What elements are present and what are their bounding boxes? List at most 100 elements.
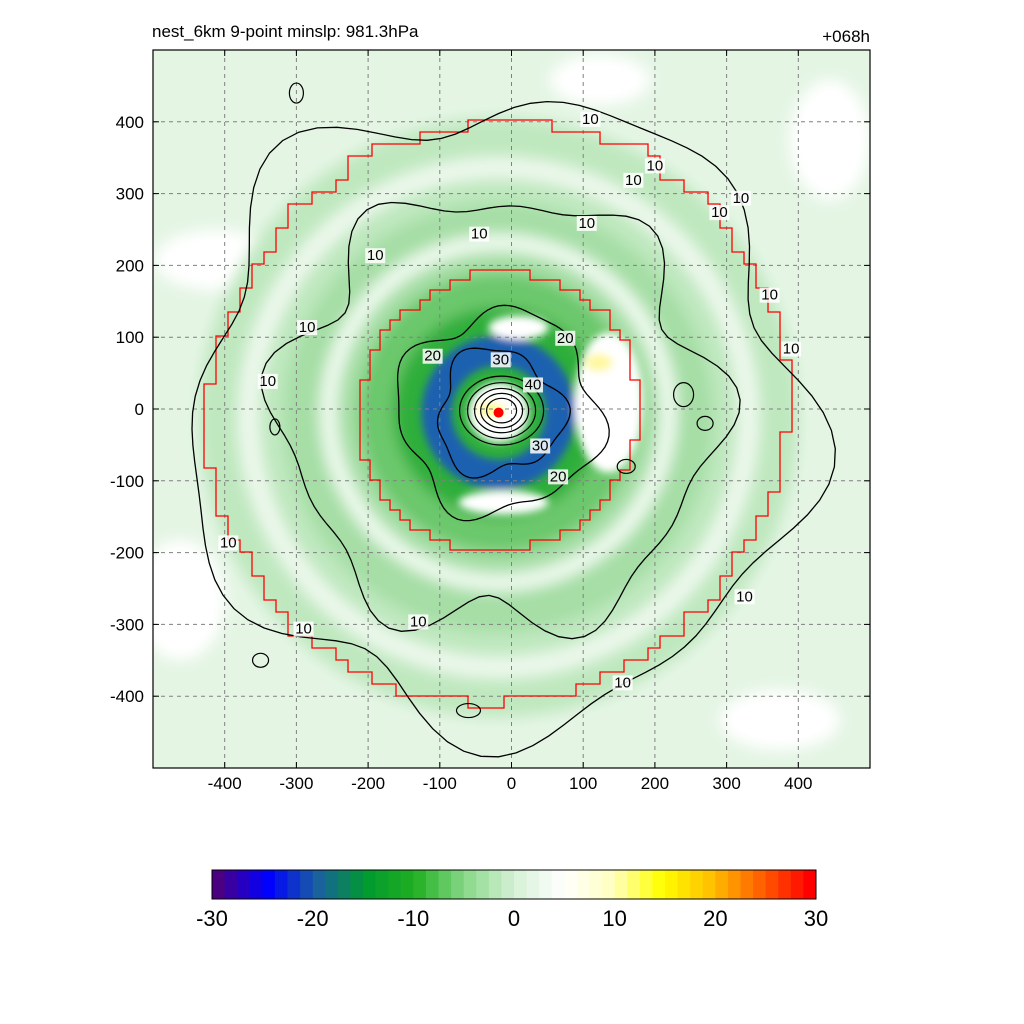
white-gap-south xyxy=(458,490,549,515)
colorbar-tick-label: 0 xyxy=(508,906,520,931)
contour-label-bg xyxy=(523,377,544,393)
contour-label: 20 xyxy=(424,348,441,365)
colorbar-frame xyxy=(211,869,817,900)
contour-label: 10 xyxy=(410,613,427,630)
colorbar-segment xyxy=(476,870,490,899)
x-tick-label: 400 xyxy=(784,774,812,793)
contour-closed xyxy=(455,702,482,719)
x-tick-label: -100 xyxy=(423,774,457,793)
contour-label-bg xyxy=(297,320,318,336)
contour-label-bg xyxy=(469,226,490,242)
colorbar-segment xyxy=(337,870,351,899)
forecast-hour-label: +068h xyxy=(822,27,870,46)
colorbar-segment xyxy=(627,870,641,899)
contour-label: 10 xyxy=(614,674,631,691)
colorbar-segment xyxy=(665,870,679,899)
colorbar-segment xyxy=(576,870,590,899)
colorbar-tick-label: -10 xyxy=(397,906,429,931)
contour-label-bg xyxy=(709,205,730,221)
colorbar-tick-label: -20 xyxy=(297,906,329,931)
contour-label: 10 xyxy=(783,341,800,358)
contour-label: 20 xyxy=(557,330,574,347)
y-tick-label: 400 xyxy=(116,113,144,132)
colorbar-segment xyxy=(589,870,603,899)
contour-label-bg xyxy=(218,535,239,551)
contour-label-bg xyxy=(422,348,443,364)
y-tick-label: 0 xyxy=(135,400,144,419)
field-gap xyxy=(153,540,225,660)
contour-label: 10 xyxy=(582,111,599,128)
colorbar-segment xyxy=(753,870,767,899)
colorbar-segment xyxy=(463,870,477,899)
colorbar-segment xyxy=(212,870,226,899)
colorbar-segment xyxy=(702,870,716,899)
contour-closed xyxy=(269,418,281,436)
x-tick-label: -400 xyxy=(208,774,242,793)
contour-10-outer xyxy=(191,100,836,758)
contour-label-bg xyxy=(576,215,597,231)
field-gap xyxy=(790,80,870,200)
colorbar-segment xyxy=(237,870,251,899)
contour-core-2 xyxy=(473,387,530,434)
contour-core-0 xyxy=(458,375,545,446)
filled-vorticity-field xyxy=(153,50,870,768)
colorbar-segment xyxy=(388,870,402,899)
colorbar-segment xyxy=(262,870,276,899)
colorbar-segment xyxy=(325,870,339,899)
contour-label-bg xyxy=(612,675,633,691)
contour-closed xyxy=(251,652,270,668)
y-tick-label: 200 xyxy=(116,256,144,275)
contour-label: 10 xyxy=(578,215,595,232)
colorbar-segment xyxy=(501,870,515,899)
contour-core-4 xyxy=(485,397,518,424)
colorbar-segment xyxy=(602,870,616,899)
colorbar-segment xyxy=(350,870,364,899)
contour-label: 10 xyxy=(711,204,728,221)
yellow-patch xyxy=(584,353,613,372)
y-tick-label: -400 xyxy=(110,687,144,706)
white-gap-north xyxy=(488,315,549,340)
colorbar-segment xyxy=(413,870,427,899)
contour-label-bg xyxy=(555,330,576,346)
contour-label-bg xyxy=(580,111,601,127)
colorbar-segment xyxy=(740,870,754,899)
x-axis-ticks: -400 -300 -200 -100 0 100 200 300 400 xyxy=(208,50,812,793)
contour-label-bg xyxy=(408,614,429,630)
contour-closed xyxy=(672,382,695,408)
contour-label-bg xyxy=(730,190,751,206)
colorbar-segment xyxy=(438,870,452,899)
colorbar-segment xyxy=(249,870,263,899)
contour-label: 10 xyxy=(733,190,750,207)
colorbar-segment xyxy=(677,870,691,899)
chart-title: nest_6km 9-point minslp: 981.3hPa xyxy=(152,22,419,41)
colorbar-tick-label: 30 xyxy=(804,906,828,931)
contour-labels: 10 10 10 10 10 10 10 10 10 10 10 10 10 10 10 10 10 20 20 20… xyxy=(218,111,802,691)
contour-label: 10 xyxy=(367,247,384,264)
contour-label-bg xyxy=(623,172,644,188)
colorbar-segment xyxy=(312,870,326,899)
colorbar-segment xyxy=(400,870,414,899)
x-tick-label: 200 xyxy=(641,774,669,793)
contour-label: 40 xyxy=(525,376,542,393)
outer-gap xyxy=(237,156,760,679)
colorbar-segment xyxy=(425,870,439,899)
colorbar-segment xyxy=(790,870,804,899)
colorbar-segment xyxy=(715,870,729,899)
x-tick-label: 300 xyxy=(712,774,740,793)
nest-boundaries xyxy=(203,119,793,709)
colorbar-segment xyxy=(803,870,817,899)
colorbar-segment xyxy=(564,870,578,899)
colorbar-segment xyxy=(514,870,528,899)
colorbar-segment xyxy=(551,870,565,899)
contour-closed xyxy=(696,415,714,431)
contour-label: 10 xyxy=(625,172,642,189)
contour-label-bg xyxy=(293,621,314,637)
contour-label: 10 xyxy=(736,588,753,605)
colorbar-segment xyxy=(526,870,540,899)
y-tick-label: 100 xyxy=(116,328,144,347)
contour-label: 30 xyxy=(492,351,509,368)
y-tick-label: -100 xyxy=(110,472,144,491)
contour-label: 30 xyxy=(532,437,549,454)
plot-area: 10 10 10 10 10 10 10 10 10 10 10 10 10 10 10 10 10 20 20 20… xyxy=(153,50,870,768)
